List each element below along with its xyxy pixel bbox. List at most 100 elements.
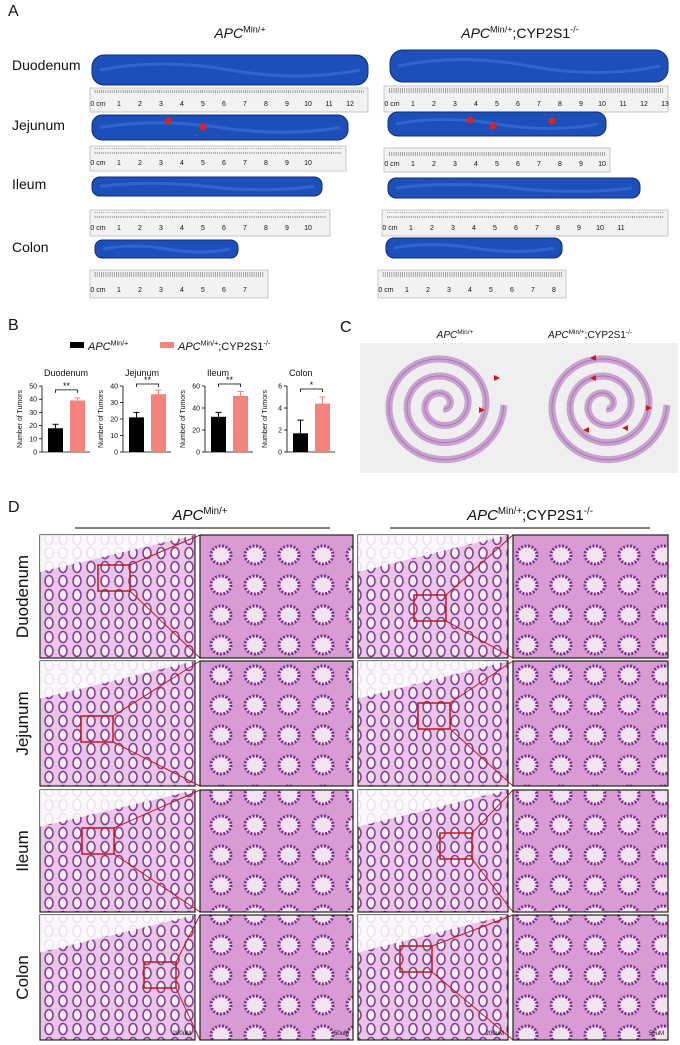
genotype-sup: Min/+ [203, 506, 227, 517]
ruler-number: 11 [619, 101, 626, 108]
y-tick-label: 10 [29, 436, 37, 443]
ruler-number: 7 [537, 161, 541, 168]
zoom-box [399, 945, 433, 973]
zoom-box [80, 715, 114, 743]
row-label: Duodenum [13, 555, 32, 638]
zoom-line [175, 914, 201, 963]
ruler-number: 5 [495, 101, 499, 108]
lumen [40, 535, 195, 572]
ruler-number: 6 [222, 225, 226, 232]
lumen [358, 790, 508, 827]
panel-label: C [340, 319, 352, 336]
genotype-sup: Min/+ [569, 329, 585, 336]
ruler-number: 0 cm [384, 101, 399, 108]
ruler-number: 10 [304, 225, 312, 232]
legend-swatch [160, 342, 174, 348]
ruler-number: 3 [159, 225, 163, 232]
ruler-number: 2 [138, 287, 142, 294]
ruler-number: 4 [180, 160, 184, 167]
zoom-line [112, 660, 201, 717]
y-tick-label: 40 [192, 406, 200, 413]
arrow [590, 355, 596, 361]
zoom-line [449, 660, 514, 704]
genotype-label: APCMin/+ [213, 24, 265, 41]
zoom-line [471, 858, 514, 913]
ruler-number: 7 [243, 225, 247, 232]
genotype-name: APC [436, 330, 458, 341]
ruler-number: 12 [640, 101, 648, 108]
ruler-number: 8 [552, 287, 556, 294]
ruler-number: 10 [304, 160, 312, 167]
significance-bracket [136, 383, 159, 387]
ruler-number: 9 [285, 101, 289, 108]
ruler-number: 6 [516, 101, 520, 108]
genotype-label: APCMin/+ [87, 340, 128, 353]
ruler-number: 10 [596, 225, 604, 232]
significance-label: ** [144, 375, 152, 385]
ruler-number: 1 [117, 101, 121, 108]
genotype-text: ;CYP2S1 [585, 330, 627, 341]
tissue-roll-edge [388, 358, 505, 461]
ruler-ticks [382, 272, 562, 278]
ruler-number: 12 [346, 101, 354, 108]
tissue-texture [99, 121, 341, 134]
zoom-line [431, 914, 514, 947]
genotype-name: APC [547, 330, 569, 341]
scale-bar-label: 50uM [649, 1031, 664, 1037]
arrow [622, 425, 628, 431]
chart-title: Ileum [207, 368, 229, 378]
genotype-sup: -/- [570, 24, 579, 34]
zoom-line [431, 971, 514, 1041]
row-label: Duodenum [12, 57, 81, 73]
ruler-number: 9 [285, 225, 289, 232]
bar [233, 395, 248, 452]
ruler-number: 3 [159, 101, 163, 108]
ruler-number: 6 [222, 287, 226, 294]
chart-title: Duodenum [44, 368, 88, 378]
tissue-texture [395, 183, 633, 193]
ruler-number: 6 [222, 160, 226, 167]
ruler-number: 5 [201, 101, 205, 108]
ruler-number: 0 cm [378, 287, 393, 294]
tumor-marker [466, 116, 474, 124]
row-label: Ileum [13, 830, 32, 872]
histology-image [512, 660, 669, 787]
genotype-sup: -/- [264, 340, 271, 348]
ruler-number: 7 [243, 101, 247, 108]
lumen [40, 915, 195, 953]
ruler-number: 4 [468, 287, 472, 294]
zoom-box [143, 961, 177, 989]
significance-label: * [310, 380, 314, 390]
ruler-number: 2 [138, 225, 142, 232]
ruler-number: 7 [535, 225, 539, 232]
tissue-texture [393, 243, 555, 253]
zoom-box [417, 702, 451, 730]
y-tick-label: 2 [278, 428, 282, 435]
ruler-number: 0 cm [384, 161, 399, 168]
ruler-number: 1 [409, 225, 413, 232]
y-tick-label: 30 [29, 410, 37, 417]
ruler-number: 3 [447, 287, 451, 294]
ruler-number: 8 [558, 161, 562, 168]
ruler-number: 5 [493, 225, 497, 232]
ruler-number: 4 [472, 225, 476, 232]
genotype-name: APC [177, 341, 201, 353]
genotype-name: APC [213, 25, 244, 41]
bar [211, 416, 226, 452]
ruler-ticks [386, 212, 664, 218]
y-tick-label: 30 [110, 400, 118, 407]
zoom-box [413, 594, 447, 622]
genotype-label: APCMin/+;CYP2S1-/- [466, 506, 593, 524]
y-tick-label: 60 [192, 384, 200, 391]
significance-label: ** [63, 381, 71, 391]
ruler-number: 1 [117, 287, 121, 294]
y-tick-label: 0 [278, 450, 282, 457]
zoom-box [97, 564, 131, 592]
zoom-line [113, 853, 201, 913]
panel-label: B [8, 317, 19, 334]
ruler-number: 6 [516, 161, 520, 168]
ruler-number: 0 cm [382, 225, 397, 232]
ruler-number: 7 [537, 101, 541, 108]
y-tick-label: 10 [110, 433, 118, 440]
histology-image [199, 534, 354, 659]
